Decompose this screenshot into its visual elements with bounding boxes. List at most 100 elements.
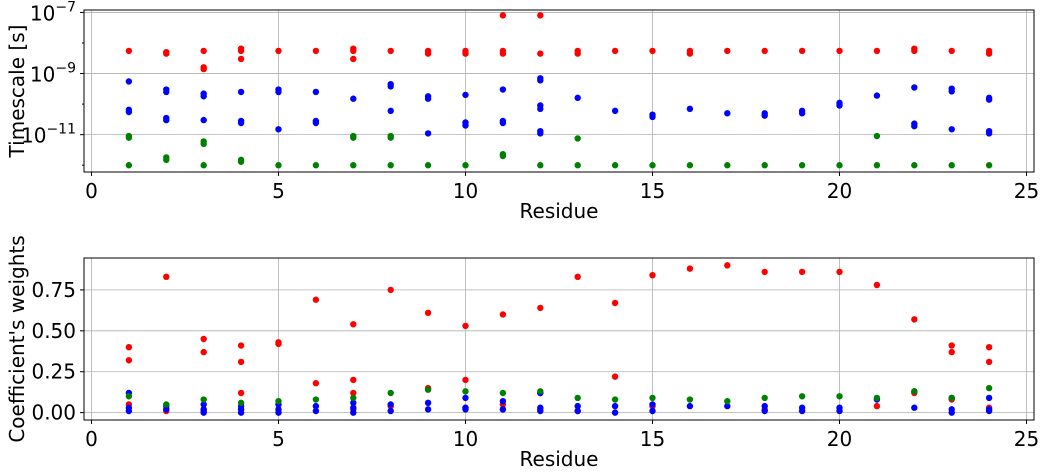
data-point [985, 50, 993, 57]
data-point [686, 162, 694, 169]
data-point [873, 92, 881, 99]
data-point [350, 376, 357, 384]
data-point [649, 162, 656, 169]
data-point [761, 268, 768, 276]
data-point [836, 268, 843, 276]
series-group [125, 384, 993, 408]
series-group [125, 132, 993, 169]
data-point [873, 394, 881, 402]
data-point [462, 122, 469, 129]
data-point [462, 394, 469, 402]
data-point [350, 404, 357, 411]
x-tick-label: 10 [453, 179, 478, 203]
data-point [312, 162, 320, 169]
data-point [911, 388, 918, 395]
data-point [163, 116, 170, 124]
data-point [237, 88, 245, 96]
data-point [798, 407, 806, 415]
data-point [649, 401, 656, 408]
data-point [537, 130, 544, 137]
data-point [686, 396, 694, 403]
data-point [948, 47, 955, 55]
data-point [649, 407, 656, 415]
x-axis-label: Residue [520, 199, 599, 223]
data-point [499, 397, 507, 405]
data-point [312, 379, 320, 387]
data-point [499, 86, 507, 93]
data-point [499, 152, 507, 160]
data-point [424, 406, 432, 413]
data-point [125, 47, 133, 55]
data-point [200, 396, 207, 403]
data-point [948, 88, 955, 95]
series-group [125, 388, 993, 416]
data-point [462, 50, 469, 57]
data-point [275, 88, 282, 96]
y-tick-label: 10−9 [30, 61, 76, 87]
y-tick-label: 0.75 [31, 278, 76, 302]
data-point [499, 311, 507, 318]
data-point [911, 162, 918, 169]
data-point [911, 47, 918, 55]
data-point [948, 394, 955, 402]
data-point [350, 95, 357, 102]
data-point [237, 358, 245, 366]
data-point [350, 134, 357, 141]
data-point [873, 132, 881, 140]
data-point [761, 407, 768, 415]
data-point [237, 342, 245, 349]
data-point [985, 130, 993, 137]
data-point [948, 342, 955, 349]
data-point [761, 402, 768, 410]
data-point [761, 47, 768, 55]
data-point [462, 91, 469, 99]
data-point [574, 407, 581, 415]
data-point [836, 407, 843, 415]
data-point [312, 47, 320, 55]
data-point [537, 50, 544, 57]
coefficient-weights-plot: 0 5 10 15 20 25 0.00 0.25 0.50 0.75 Residue Coeffic… [5, 235, 1039, 471]
data-point [350, 399, 357, 407]
x-tick-label: 5 [272, 179, 285, 203]
data-point [686, 265, 694, 272]
data-point [387, 47, 394, 55]
data-point [686, 105, 694, 113]
data-point [574, 394, 581, 402]
data-point [798, 162, 806, 169]
data-point [574, 273, 581, 281]
data-point [462, 388, 469, 395]
data-point [424, 50, 432, 57]
data-point [350, 47, 357, 55]
data-point [125, 407, 133, 415]
data-point [873, 162, 881, 169]
data-point [574, 162, 581, 169]
data-point [574, 50, 581, 57]
data-point [649, 271, 656, 279]
data-point [237, 399, 245, 407]
data-point [911, 316, 918, 323]
data-point [611, 396, 619, 403]
data-point [125, 78, 133, 85]
data-point [985, 358, 993, 366]
data-point [387, 107, 394, 115]
y-tick-label: 0.50 [31, 319, 76, 343]
data-point [312, 296, 320, 303]
data-point [163, 401, 170, 408]
data-point [387, 407, 394, 415]
data-point [724, 110, 731, 117]
data-point [537, 12, 544, 19]
x-tick-label: 10 [453, 427, 478, 451]
data-point [611, 402, 619, 410]
data-point [724, 47, 731, 55]
series-group [125, 262, 993, 415]
data-point [387, 389, 394, 397]
data-point [761, 394, 768, 402]
data-point [911, 404, 918, 411]
data-point [237, 55, 245, 63]
data-point [163, 50, 170, 57]
data-point [948, 162, 955, 169]
data-point [948, 348, 955, 356]
data-point [611, 373, 619, 380]
data-point [462, 376, 469, 384]
data-point [724, 397, 731, 405]
